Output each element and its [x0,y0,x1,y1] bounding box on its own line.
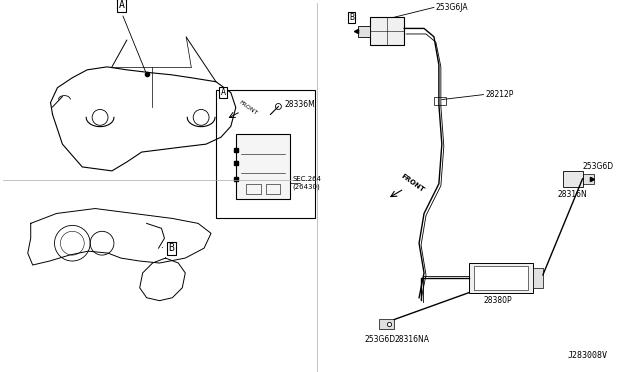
Text: 253G6D: 253G6D [365,335,396,344]
Bar [474,266,528,290]
Text: B: B [349,13,354,22]
Bar [369,17,404,45]
Text: SEC.264: SEC.264 [292,176,321,182]
Text: A: A [220,88,225,97]
Bar [358,26,369,37]
Text: 28316NA: 28316NA [394,335,429,344]
Text: FRONT: FRONT [238,100,259,116]
FancyBboxPatch shape [236,134,291,199]
Text: FRONT: FRONT [400,173,426,194]
Text: 28212P: 28212P [486,90,514,99]
Bar [216,90,315,218]
Text: (26430): (26430) [292,184,320,190]
Bar [533,268,543,288]
Text: B: B [168,243,174,253]
Text: A: A [119,0,125,10]
Text: 28336M: 28336M [284,100,315,109]
Bar [582,174,595,184]
Bar [563,171,582,187]
Bar [246,184,260,194]
Text: 28380P: 28380P [483,296,512,305]
Bar [266,184,280,194]
Text: 28316N: 28316N [558,190,588,199]
Text: 253G6D: 253G6D [582,163,614,171]
Bar [468,263,533,293]
Text: J283008V: J283008V [567,351,607,360]
Text: 253G6JA: 253G6JA [436,3,468,12]
Bar [434,97,446,105]
Bar [380,320,394,329]
